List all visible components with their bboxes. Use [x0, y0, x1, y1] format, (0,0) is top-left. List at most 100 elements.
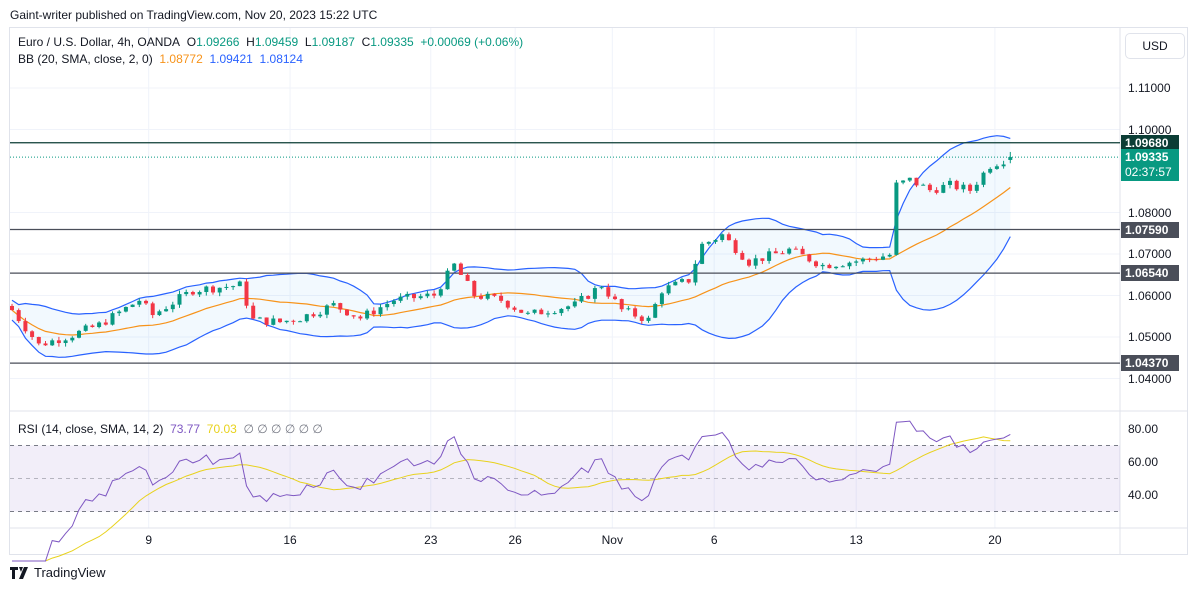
candle-body: [827, 264, 832, 269]
candle-body: [378, 307, 383, 315]
candle-body: [733, 240, 738, 253]
candle-body: [793, 248, 798, 250]
price-axis-label: 1.10000: [1128, 122, 1172, 137]
candle-body: [144, 300, 148, 304]
bb-lower-value: 1.08124: [259, 52, 303, 66]
candle-body: [137, 300, 142, 305]
candle-body: [834, 266, 839, 269]
candle-body: [211, 286, 215, 293]
candle-body: [907, 177, 912, 181]
candle-body: [257, 317, 262, 319]
footer-brand: TradingView: [34, 565, 106, 580]
candle-body: [586, 295, 591, 299]
chart-frame: [9, 27, 1188, 555]
candle-body: [693, 263, 698, 283]
candle-body: [840, 266, 845, 268]
time-axis-label: 20: [988, 533, 1002, 547]
candle-body: [391, 300, 396, 305]
candle-body: [63, 340, 68, 344]
candle-body: [639, 316, 644, 321]
candle-body: [318, 314, 323, 317]
low-value: 1.09187: [311, 35, 355, 49]
candle-body: [927, 184, 932, 191]
rsi-legend: RSI (14, close, SMA, 14, 2) 73.77 70.03 …: [18, 422, 323, 436]
candle-body: [994, 166, 999, 169]
price-axis-label: 1.06000: [1128, 288, 1172, 303]
candle-body: [10, 305, 14, 311]
candle-body: [860, 258, 865, 262]
candle-body: [97, 322, 102, 328]
candle-body: [311, 314, 316, 317]
rsi-title[interactable]: RSI (14, close, SMA, 14, 2): [18, 422, 164, 436]
candle-body: [546, 313, 550, 315]
candle-body: [278, 318, 282, 323]
candle-body: [981, 172, 986, 185]
candle-body: [539, 309, 544, 315]
bb-title[interactable]: BB (20, SMA, close, 2, 0): [18, 52, 153, 66]
candle-body: [974, 184, 979, 191]
candle-body: [954, 180, 959, 190]
candle-body: [673, 281, 678, 286]
candle-body: [881, 256, 885, 260]
candle-body: [626, 308, 631, 310]
candle-body: [224, 286, 229, 288]
candle-body: [566, 306, 571, 309]
candle-body: [284, 320, 289, 323]
candle-body: [700, 243, 705, 264]
candle-body: [197, 291, 202, 295]
open-value: 1.09266: [196, 35, 240, 49]
candle-body: [559, 308, 564, 314]
candle-body: [887, 254, 892, 257]
rsi-empty-values: ∅ ∅ ∅ ∅ ∅ ∅: [243, 422, 323, 436]
candle-body: [117, 311, 122, 314]
price-axis-label: 1.05000: [1128, 330, 1172, 344]
symbol-title[interactable]: Euro / U.S. Dollar, 4h, OANDA: [18, 35, 181, 49]
candle-body: [190, 291, 195, 295]
candle-body: [371, 310, 376, 315]
bb-legend: BB (20, SMA, close, 2, 0) 1.08772 1.0942…: [18, 52, 303, 66]
candle-body: [874, 259, 879, 261]
candle-body: [345, 309, 349, 316]
candle-body: [780, 253, 785, 255]
time-axis-label: 9: [145, 533, 153, 547]
candle-body: [941, 184, 946, 193]
time-axis-label: 16: [283, 533, 297, 547]
level-price-tag: 1.07590: [1121, 221, 1179, 238]
candle-body: [492, 293, 497, 296]
current-price-value: 1.09335: [1125, 150, 1169, 165]
candle-body: [432, 293, 437, 296]
candle-body: [385, 304, 390, 308]
rsi-axis-label: 80.00: [1128, 422, 1159, 436]
candle-body: [324, 305, 329, 315]
level-price-tag: 1.09680: [1121, 134, 1179, 151]
candle-body: [773, 251, 778, 254]
candle-body: [1001, 164, 1006, 167]
candle-body: [948, 180, 952, 185]
candle-body: [619, 299, 624, 310]
price-axis-label: 1.07000: [1128, 247, 1172, 261]
candle-body: [1008, 157, 1013, 160]
candle-body: [231, 286, 236, 288]
candle-body: [713, 239, 718, 242]
candle-body: [130, 304, 135, 307]
candle-body: [170, 304, 175, 310]
publish-info: Gaint-writer published on TradingView.co…: [10, 8, 378, 22]
candle-body: [50, 340, 55, 346]
candle-body: [304, 314, 309, 322]
currency-button[interactable]: USD: [1125, 33, 1185, 59]
candle-body: [894, 182, 899, 255]
candle-body: [747, 259, 751, 266]
candle-body: [633, 308, 638, 317]
footer-logo[interactable]: TradingView: [10, 565, 106, 580]
candle-body: [753, 258, 758, 266]
candle-body: [445, 270, 450, 290]
candle-body: [123, 306, 128, 312]
low-label: L: [304, 35, 312, 49]
candle-body: [659, 293, 664, 305]
close-label: C: [361, 35, 371, 49]
candle-body: [820, 264, 825, 267]
candle-body: [653, 304, 658, 318]
candle-body: [412, 293, 416, 299]
candle-body: [338, 303, 343, 310]
